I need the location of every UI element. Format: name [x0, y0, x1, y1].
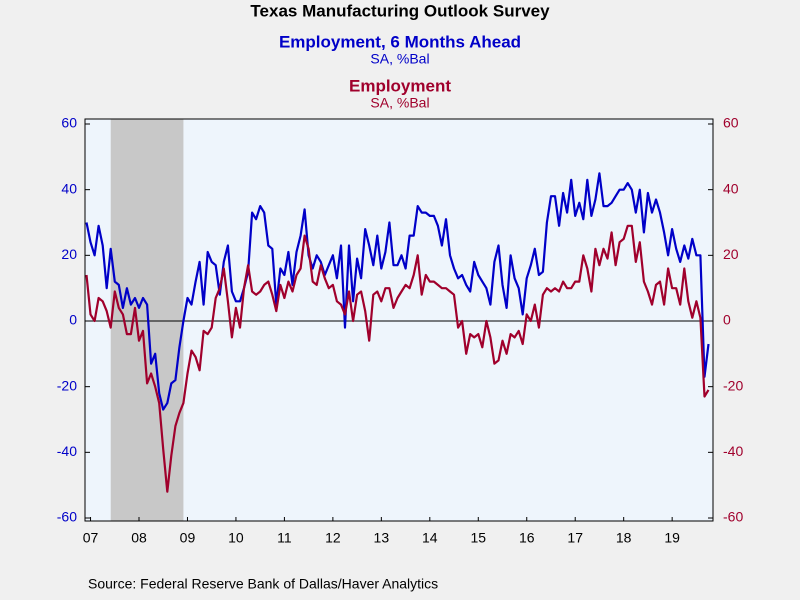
legend-label: Employment [349, 76, 451, 95]
series-line [85, 172, 710, 411]
y-tick-label: 0 [69, 312, 77, 328]
y-tick-label: -40 [57, 443, 77, 459]
y2-tick-label: 40 [723, 180, 739, 196]
x-tick-label: 19 [664, 530, 680, 546]
x-tick-label: 14 [422, 530, 438, 546]
x-tick-label: 13 [374, 530, 390, 546]
y2-tick-label: -60 [723, 509, 743, 525]
x-tick-label: 17 [567, 530, 583, 546]
legend-label: Employment, 6 Months Ahead [279, 32, 521, 51]
legend-unit: SA, %Bal [370, 95, 429, 111]
y-tick-label: 60 [61, 115, 77, 131]
x-tick-label: 12 [325, 530, 341, 546]
plot-area [85, 119, 713, 521]
x-tick-label: 18 [616, 530, 632, 546]
y2-tick-label: 0 [723, 312, 731, 328]
x-tick-label: 16 [519, 530, 535, 546]
y-tick-label: -20 [57, 377, 77, 393]
y-tick-label: 40 [61, 180, 77, 196]
y2-tick-label: 60 [723, 115, 739, 131]
x-tick-label: 09 [180, 530, 196, 546]
y-tick-label: 20 [61, 246, 77, 262]
y2-tick-label: -40 [723, 443, 743, 459]
y2-tick-label: 20 [723, 246, 739, 262]
x-tick-label: 07 [83, 530, 99, 546]
y2-tick-label: -20 [723, 377, 743, 393]
y-tick-label: -60 [57, 509, 77, 525]
x-tick-label: 10 [228, 530, 244, 546]
source: Source: Federal Reserve Bank of Dallas/H… [88, 576, 438, 592]
x-tick-label: 15 [470, 530, 486, 546]
series-line [85, 224, 710, 493]
legend-unit: SA, %Bal [370, 51, 429, 67]
chart-title: Texas Manufacturing Outlook Survey [250, 1, 550, 20]
x-tick-label: 08 [131, 530, 147, 546]
x-tick-label: 11 [277, 530, 292, 546]
plot-frame [84, 118, 714, 522]
